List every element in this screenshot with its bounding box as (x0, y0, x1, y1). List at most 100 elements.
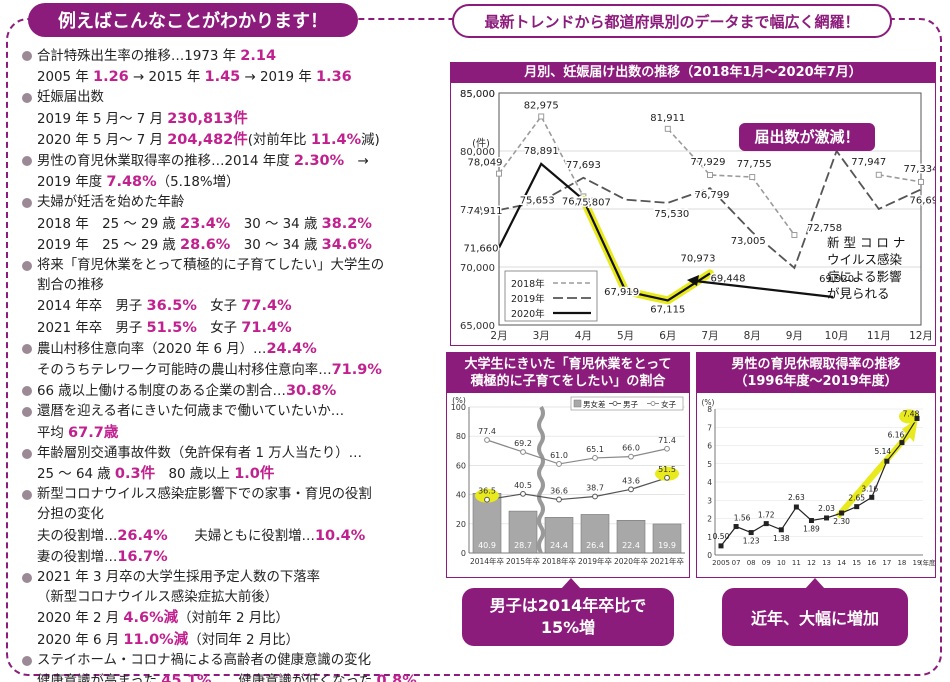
fact-value: 45.1% (161, 673, 212, 682)
x-tick-label: 10 (777, 559, 786, 567)
bar-value-label: 28.7 (514, 541, 532, 550)
data-point (733, 524, 739, 530)
fact-text: 健康意識が低くなった (211, 674, 377, 682)
y-tick-label: 2 (707, 515, 712, 524)
fact-text: 新型コロナウイルス感染症影響下での家事・育児の役割 (37, 487, 372, 503)
data-point (793, 504, 799, 510)
legend-swatch (573, 399, 582, 408)
y-tick-label: 1 (707, 533, 712, 542)
data-label: 3.16 (861, 484, 878, 493)
data-label: 78,891 (524, 146, 559, 157)
data-label: 75,807 (576, 198, 611, 209)
data-point (778, 527, 784, 533)
data-point (748, 530, 754, 536)
x-tick-label: 2020年卒 (614, 556, 649, 566)
data-point (592, 493, 598, 500)
y-unit-label: (%) (702, 398, 715, 407)
father-title-line-2: （1996年度～2019年度） (734, 374, 898, 389)
data-label: 75,653 (520, 195, 555, 206)
data-label: 76,690 (910, 195, 936, 206)
data-label: 51.5 (658, 465, 676, 474)
fact-text: 2020 年 2 月 (37, 611, 124, 627)
fact-line: 2020 年 6 月 11.0%減（対同年 2 月比） (37, 630, 450, 651)
fact-line: 2020 年 5 月～ 7 月 204,482件(対前年比 11.4%減) (37, 130, 450, 151)
plot-frame (498, 92, 922, 326)
data-label: 66.0 (622, 444, 640, 453)
x-tick-label: 2021年卒 (650, 556, 685, 566)
x-unit-label: (年度) (920, 558, 935, 567)
student-chart-panel: 大学生にきいた「育児休業をとって 積極的に子育てをしたい」の割合 (%) 0 20 4… (446, 352, 690, 578)
bullet-icon (22, 343, 32, 354)
student-callout-line-2: 15%増 (540, 618, 596, 637)
x-tick-label: 15 (852, 559, 861, 567)
father-callout-pointer (805, 578, 825, 589)
data-point (664, 445, 670, 452)
bullet-icon (22, 261, 32, 272)
x-tick-label: 2014年卒 (470, 556, 505, 566)
fact-line: 2019 年 25 ～ 29 歳 28.6% 30 ～ 34 歳 34.6% (37, 235, 450, 256)
x-tick-label: 2月 (490, 330, 507, 342)
legend-box (570, 396, 684, 411)
data-point (664, 125, 671, 132)
data-point (869, 494, 875, 500)
data-label: 1.23 (743, 537, 760, 546)
x-tick-label: 14 (837, 559, 846, 567)
data-label: 77,755 (737, 159, 772, 170)
y-tick-label: 80,000 (460, 147, 495, 158)
decline-badge (739, 123, 875, 151)
fact-text: (対前年比 (247, 132, 311, 148)
fact-line: そのうちテレワーク可能時の農山村移住意向率…71.9% (37, 360, 450, 381)
data-label: 36.6 (550, 487, 568, 496)
data-label: 2.63 (788, 493, 805, 502)
fact-value: 77.4% (241, 298, 292, 315)
legend-label: 男子 (623, 400, 638, 409)
x-tick-label: 6月 (659, 330, 676, 342)
fact-value: 230,813件 (167, 110, 248, 127)
fact-line: 2020 年 2 月 4.6%減（対前年 2 月比） (37, 608, 450, 629)
fact-line: 25 ～ 64 歳 0.3件 80 歳以上 1.0件 (37, 464, 450, 485)
data-point (839, 510, 845, 516)
x-tick-label: 2005 (712, 559, 730, 567)
y-tick-label: 70,000 (460, 263, 495, 274)
data-label: 70,973 (681, 254, 716, 265)
data-point (749, 174, 756, 181)
leave-rate-line (720, 418, 918, 547)
x-tick-label: 08 (747, 559, 756, 567)
data-point (808, 518, 814, 524)
data-point (538, 113, 545, 120)
fact-line: 2021 年 3 月卒の大学生採用予定人数の下落率 (37, 568, 450, 588)
fact-line: （新型コロナウイルス感染症拡大前後） (37, 588, 450, 608)
data-point (884, 458, 890, 464)
data-label: 77.4 (478, 427, 496, 436)
y-tick-label: 20 (456, 520, 466, 529)
fact-line: 平均 67.7歳 (37, 423, 450, 444)
x-tick-label: 2019年卒 (578, 556, 613, 566)
fact-item: 農山村移住意向率（2020 年 6 月）…24.4% そのうちテレワーク可能時の農… (22, 339, 450, 381)
fact-value: 1.36 (315, 69, 352, 86)
covid-note-line: 新 型 コ ロ ナ (827, 235, 905, 250)
father-chart-title: 男性の育児休暇取得率の推移 （1996年度～2019年度） (697, 353, 935, 393)
fact-value: 1.45 (204, 69, 241, 86)
legend-label: 女子 (661, 399, 676, 409)
data-label: 36.5 (478, 487, 496, 496)
fact-text: 夫婦が妊活を始めた年齢 (37, 195, 185, 211)
gap-bar (652, 523, 682, 554)
student-callout-line-1: 男子は2014年卒比で (489, 596, 647, 615)
fact-value: 0.3件 (114, 466, 156, 483)
fact-value: 71.4% (241, 319, 292, 336)
fact-line: 2021 年卒 男子 51.5% 女子 71.4% (37, 318, 450, 339)
x-tick-label: 2018年卒 (542, 556, 577, 566)
fact-value: 0.8% (376, 673, 417, 682)
bullet-icon (22, 93, 32, 104)
fact-value: 67.7歳 (68, 424, 119, 441)
data-label: 73,005 (731, 236, 766, 247)
fact-text: 健康意識が高まった (37, 674, 162, 682)
data-label: 61.0 (550, 451, 568, 460)
fact-text: 妻の役割増… (37, 549, 118, 565)
fact-text: 還暦を迎える者にきいた何歳まで働いていたいか… (37, 404, 345, 420)
highlight-marker (475, 488, 499, 503)
bullet-icon (22, 156, 32, 167)
data-point (763, 521, 769, 527)
gap-bar (580, 514, 610, 554)
data-label: 81,911 (650, 113, 685, 124)
